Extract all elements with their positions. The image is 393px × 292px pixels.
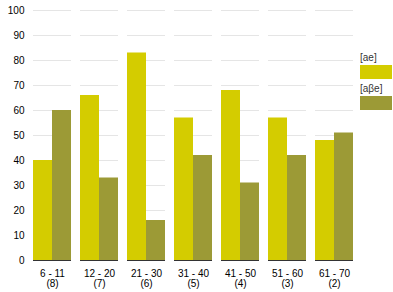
- svg-text:90: 90: [13, 30, 25, 41]
- html-text:[aβe]: [aβe]: [360, 83, 383, 94]
- html-text:[ae]: [ae]: [360, 52, 377, 63]
- svg-text:61 - 70(2): 61 - 70(2): [319, 268, 351, 289]
- svg-text:10: 10: [13, 230, 25, 241]
- svg-text:50: 50: [13, 130, 25, 141]
- svg-text:31 - 40(5): 31 - 40(5): [178, 268, 210, 289]
- svg-text:51 - 60(3): 51 - 60(3): [272, 268, 304, 289]
- svg-text:21 - 30(6): 21 - 30(6): [131, 268, 163, 289]
- svg-text:30: 30: [13, 180, 25, 191]
- svg-text:60: 60: [13, 105, 25, 116]
- svg-text:6 - 11(8): 6 - 11(8): [40, 268, 65, 289]
- svg-text:70: 70: [13, 80, 25, 91]
- svg-text:80: 80: [13, 55, 25, 66]
- svg-text:12 - 20(7): 12 - 20(7): [84, 268, 116, 289]
- svg-text:40: 40: [13, 155, 25, 166]
- svg-text:20: 20: [13, 205, 25, 216]
- svg-text:0: 0: [19, 255, 25, 266]
- svg-text:41 - 50(4): 41 - 50(4): [225, 268, 257, 289]
- svg-text:100: 100: [8, 5, 25, 16]
